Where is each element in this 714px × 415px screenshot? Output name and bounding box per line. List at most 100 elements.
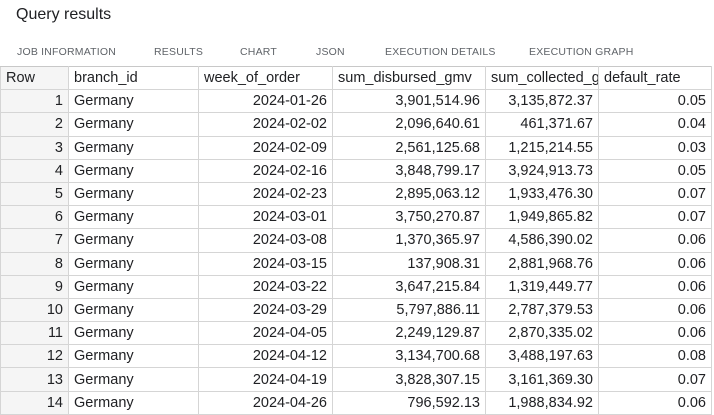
cell-row-number: 6 bbox=[0, 205, 69, 230]
table-row[interactable]: 10 Germany 2024-03-29 5,797,886.11 2,787,379… bbox=[0, 297, 712, 323]
column-header-week-of-order[interactable]: week_of_order bbox=[198, 66, 333, 91]
cell-sum-collected-gmv: 461,371.67 bbox=[485, 112, 599, 137]
cell-week-of-order: 2024-04-19 bbox=[198, 367, 333, 392]
cell-branch-id: Germany bbox=[68, 205, 199, 230]
table-row[interactable]: 9 Germany 2024-03-22 3,647,215.84 1,319,449.… bbox=[0, 274, 712, 299]
cell-branch-id: Germany bbox=[68, 367, 199, 392]
cell-sum-disbursed-gmv: 3,828,307.15 bbox=[332, 367, 486, 392]
cell-week-of-order: 2024-04-05 bbox=[198, 321, 333, 346]
cell-branch-id: Germany bbox=[68, 274, 199, 299]
column-header-sum-disbursed-gmv[interactable]: sum_disbursed_gmv bbox=[332, 66, 486, 91]
cell-sum-disbursed-gmv: 2,561,125.68 bbox=[332, 135, 486, 160]
cell-default-rate: 0.06 bbox=[598, 228, 712, 253]
cell-sum-disbursed-gmv: 2,895,063.12 bbox=[332, 181, 486, 207]
cell-row-number: 3 bbox=[0, 135, 69, 160]
cell-branch-id: Germany bbox=[68, 344, 199, 369]
cell-sum-collected-gmv: 2,870,335.02 bbox=[485, 321, 599, 346]
cell-sum-disbursed-gmv: 3,901,514.96 bbox=[332, 89, 486, 114]
cell-sum-disbursed-gmv: 3,134,700.68 bbox=[332, 344, 486, 369]
column-header-default-rate[interactable]: default_rate bbox=[598, 66, 712, 91]
table-row[interactable]: 14 Germany 2024-04-26 796,592.13 1,988,834.9… bbox=[0, 390, 712, 415]
cell-week-of-order: 2024-01-26 bbox=[198, 89, 333, 114]
cell-week-of-order: 2024-03-01 bbox=[198, 205, 333, 230]
table-row[interactable]: 5 Germany 2024-02-23 2,895,063.12 1,933,476.… bbox=[0, 181, 712, 207]
cell-row-number: 4 bbox=[0, 158, 69, 183]
cell-sum-collected-gmv: 3,924,913.73 bbox=[485, 158, 599, 183]
cell-row-number: 2 bbox=[0, 112, 69, 137]
table-row[interactable]: 8 Germany 2024-03-15 137,908.31 2,881,968.76… bbox=[0, 251, 712, 276]
cell-sum-disbursed-gmv: 3,848,799.17 bbox=[332, 158, 486, 183]
tab-execution-details[interactable]: EXECUTION DETAILS bbox=[385, 46, 496, 58]
cell-sum-collected-gmv: 3,135,872.37 bbox=[485, 89, 599, 114]
cell-branch-id: Germany bbox=[68, 135, 199, 160]
cell-sum-disbursed-gmv: 3,647,215.84 bbox=[332, 274, 486, 299]
results-table: Row branch_id week_of_order sum_disburse… bbox=[0, 66, 712, 415]
cell-week-of-order: 2024-02-16 bbox=[198, 158, 333, 183]
cell-row-number: 8 bbox=[0, 251, 69, 276]
cell-default-rate: 0.06 bbox=[598, 321, 712, 346]
panel-title: Query results bbox=[16, 6, 112, 23]
cell-row-number: 7 bbox=[0, 228, 69, 253]
cell-week-of-order: 2024-04-26 bbox=[198, 390, 333, 415]
cell-sum-collected-gmv: 1,215,214.55 bbox=[485, 135, 599, 160]
cell-sum-disbursed-gmv: 2,096,640.61 bbox=[332, 112, 486, 137]
cell-default-rate: 0.06 bbox=[598, 297, 712, 323]
cell-default-rate: 0.07 bbox=[598, 367, 712, 392]
tab-execution-graph[interactable]: EXECUTION GRAPH bbox=[529, 46, 634, 58]
cell-default-rate: 0.07 bbox=[598, 181, 712, 207]
cell-row-number: 5 bbox=[0, 181, 69, 207]
cell-sum-collected-gmv: 3,488,197.63 bbox=[485, 344, 599, 369]
table-row[interactable]: 2 Germany 2024-02-02 2,096,640.61 461,371.67… bbox=[0, 112, 712, 137]
cell-sum-disbursed-gmv: 137,908.31 bbox=[332, 251, 486, 276]
results-grid: Row branch_id week_of_order sum_disburse… bbox=[0, 66, 714, 415]
cell-week-of-order: 2024-02-02 bbox=[198, 112, 333, 137]
cell-row-number: 11 bbox=[0, 321, 69, 346]
table-row[interactable]: 7 Germany 2024-03-08 1,370,365.97 4,586,390.… bbox=[0, 228, 712, 253]
cell-default-rate: 0.06 bbox=[598, 390, 712, 415]
column-header-sum-collected-gmv[interactable]: sum_collected_g bbox=[485, 66, 599, 91]
cell-row-number: 1 bbox=[0, 89, 69, 114]
cell-default-rate: 0.08 bbox=[598, 344, 712, 369]
table-row[interactable]: 3 Germany 2024-02-09 2,561,125.68 1,215,214.… bbox=[0, 135, 712, 160]
table-row[interactable]: 12 Germany 2024-04-12 3,134,700.68 3,488,197… bbox=[0, 344, 712, 369]
cell-sum-collected-gmv: 1,988,834.92 bbox=[485, 390, 599, 415]
cell-week-of-order: 2024-03-29 bbox=[198, 297, 333, 323]
cell-branch-id: Germany bbox=[68, 297, 199, 323]
cell-sum-disbursed-gmv: 796,592.13 bbox=[332, 390, 486, 415]
cell-row-number: 13 bbox=[0, 367, 69, 392]
table-row[interactable]: 13 Germany 2024-04-19 3,828,307.15 3,161,369… bbox=[0, 367, 712, 392]
header-row: Row branch_id week_of_order sum_disburse… bbox=[0, 66, 712, 91]
cell-week-of-order: 2024-03-15 bbox=[198, 251, 333, 276]
table-row[interactable]: 1 Germany 2024-01-26 3,901,514.96 3,135,872.… bbox=[0, 89, 712, 114]
cell-week-of-order: 2024-02-09 bbox=[198, 135, 333, 160]
cell-sum-collected-gmv: 1,933,476.30 bbox=[485, 181, 599, 207]
cell-sum-disbursed-gmv: 3,750,270.87 bbox=[332, 205, 486, 230]
table-row[interactable]: 6 Germany 2024-03-01 3,750,270.87 1,949,865.… bbox=[0, 205, 712, 230]
cell-sum-collected-gmv: 2,881,968.76 bbox=[485, 251, 599, 276]
cell-week-of-order: 2024-04-12 bbox=[198, 344, 333, 369]
cell-branch-id: Germany bbox=[68, 158, 199, 183]
tab-results[interactable]: RESULTS bbox=[139, 36, 218, 68]
tab-job-information[interactable]: JOB INFORMATION bbox=[17, 46, 117, 58]
cell-default-rate: 0.05 bbox=[598, 89, 712, 114]
column-header-branch-id[interactable]: branch_id bbox=[68, 66, 199, 91]
cell-branch-id: Germany bbox=[68, 251, 199, 276]
cell-default-rate: 0.04 bbox=[598, 112, 712, 137]
cell-sum-collected-gmv: 1,949,865.82 bbox=[485, 205, 599, 230]
cell-default-rate: 0.06 bbox=[598, 251, 712, 276]
cell-row-number: 9 bbox=[0, 274, 69, 299]
column-header-row: Row bbox=[0, 66, 69, 91]
cell-week-of-order: 2024-02-23 bbox=[198, 181, 333, 207]
cell-branch-id: Germany bbox=[68, 321, 199, 346]
tab-json[interactable]: JSON bbox=[316, 46, 345, 58]
cell-branch-id: Germany bbox=[68, 228, 199, 253]
cell-sum-collected-gmv: 3,161,369.30 bbox=[485, 367, 599, 392]
cell-branch-id: Germany bbox=[68, 181, 199, 207]
results-tab-strip: JOB INFORMATION RESULTS CHART JSON EXECU… bbox=[0, 36, 714, 68]
cell-week-of-order: 2024-03-08 bbox=[198, 228, 333, 253]
table-row[interactable]: 11 Germany 2024-04-05 2,249,129.87 2,870,335… bbox=[0, 321, 712, 346]
cell-sum-collected-gmv: 1,319,449.77 bbox=[485, 274, 599, 299]
cell-sum-disbursed-gmv: 2,249,129.87 bbox=[332, 321, 486, 346]
tab-chart[interactable]: CHART bbox=[240, 46, 277, 58]
table-row[interactable]: 4 Germany 2024-02-16 3,848,799.17 3,924,913.… bbox=[0, 158, 712, 183]
